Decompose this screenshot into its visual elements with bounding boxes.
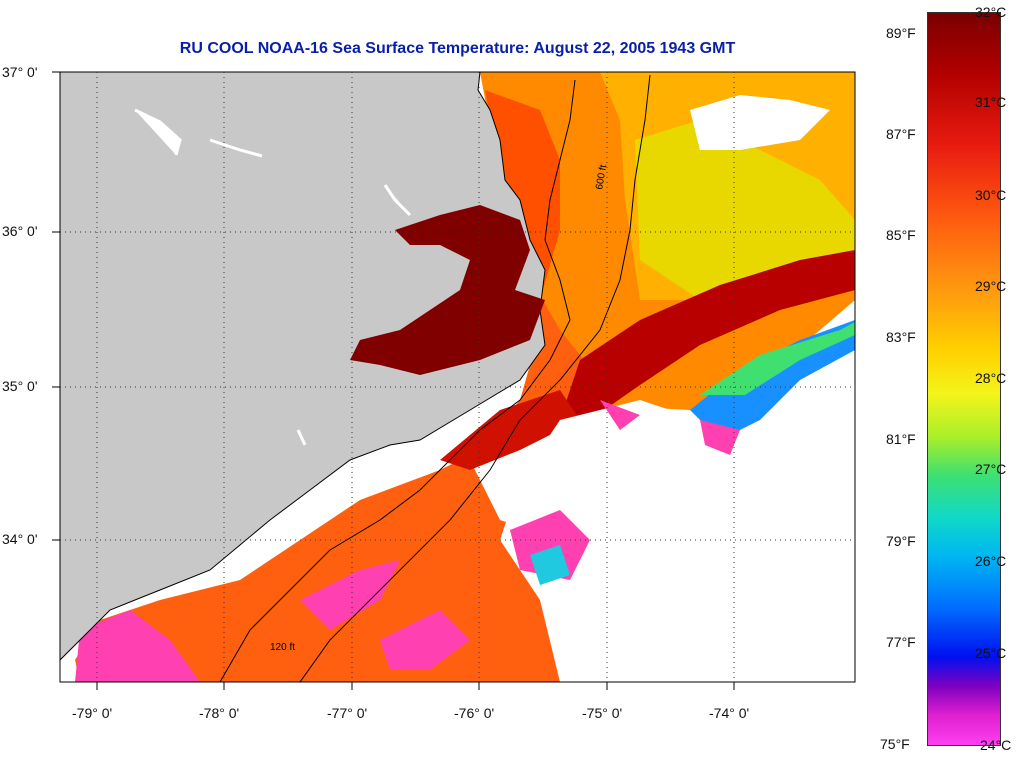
missing-data-south [500, 400, 855, 682]
lat-label-34: 34° 0' [2, 531, 38, 547]
cb-c-30: 30°C [975, 187, 1007, 203]
cb-c-26: 26°C [975, 553, 1007, 569]
contour-label-120: 120 ft [270, 642, 295, 653]
frame-ticks [52, 71, 735, 690]
cb-c-28: 28°C [975, 370, 1007, 386]
lon-label-74: -74° 0' [709, 705, 750, 721]
cb-f-79: 79°F [886, 533, 916, 549]
cyan-patch [530, 545, 570, 585]
cb-c-27: 27°C [975, 461, 1007, 477]
cb-f-85: 85°F [886, 227, 916, 243]
graticule [60, 72, 855, 682]
pink-patches [75, 400, 740, 682]
cool-patch-green [700, 322, 855, 395]
cb-f-89: 89°F [886, 25, 916, 41]
gulf-stream-west [440, 390, 580, 470]
ocean-yellow [635, 120, 855, 300]
map-frame [59, 71, 856, 683]
lon-label-78: -78° 0' [199, 705, 240, 721]
color-scale-bar [927, 12, 1001, 746]
lon-label-76: -76° 0' [454, 705, 495, 721]
missing-data-north [690, 95, 830, 150]
gulf-stream [560, 250, 855, 420]
contour-120ft [219, 79, 576, 682]
cb-c-32: 32°C [975, 4, 1007, 20]
cb-c-25: 25°C [975, 645, 1007, 661]
map-title: RU COOL NOAA-16 Sea Surface Temperature:… [179, 40, 736, 57]
lon-label-77: -77° 0' [327, 705, 368, 721]
cb-c-24: 24°C [980, 737, 1012, 753]
cb-f-77: 77°F [886, 634, 916, 650]
cb-f-87: 87°F [886, 126, 916, 142]
lon-label-75: -75° 0' [582, 705, 623, 721]
pamlico-sound [350, 205, 545, 375]
land [60, 72, 546, 661]
cb-c-29: 29°C [975, 278, 1007, 294]
cb-f-75: 75°F [880, 736, 910, 752]
lat-label-37: 37° 0' [2, 64, 38, 80]
contour-label-600: 600 ft [594, 164, 609, 191]
lake-shapes [134, 108, 412, 446]
lat-label-36: 36° 0' [2, 223, 38, 239]
cb-f-83: 83°F [886, 329, 916, 345]
ocean-shelf-north [485, 90, 560, 300]
cb-c-31: 31°C [975, 94, 1007, 110]
cb-f-81: 81°F [886, 431, 916, 447]
lon-label-79: -79° 0' [72, 705, 113, 721]
contour-600ft [299, 74, 651, 682]
lat-label-35: 35° 0' [2, 378, 38, 394]
